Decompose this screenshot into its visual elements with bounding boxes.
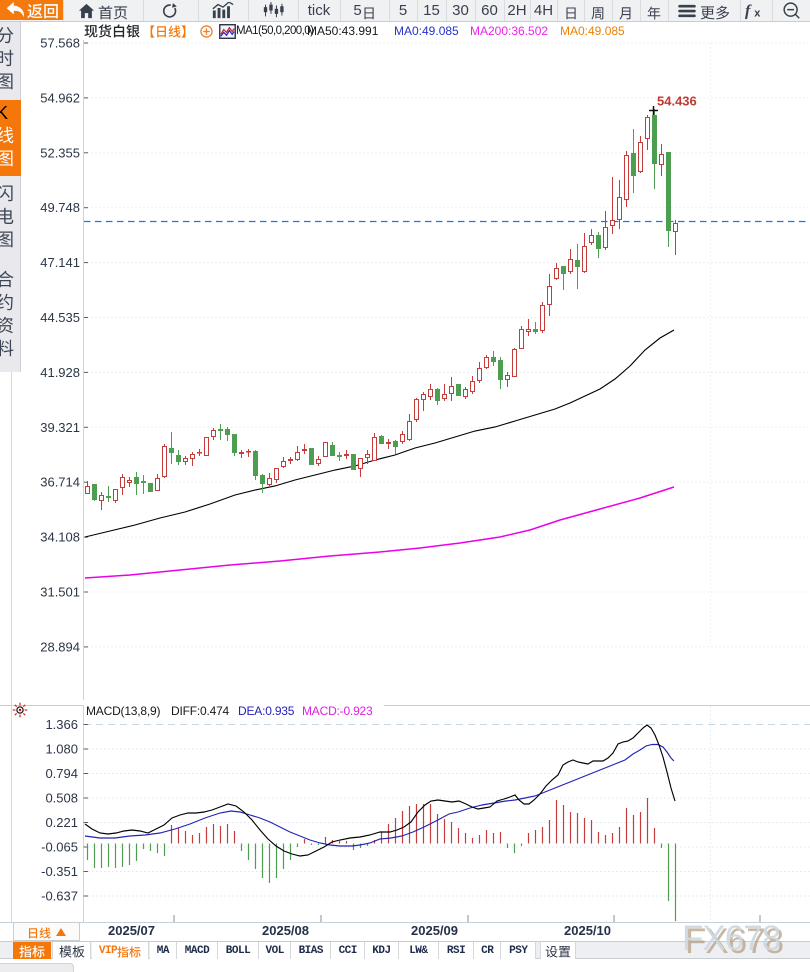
svg-text:44.535: 44.535 [40,310,80,325]
svg-text:-0.351: -0.351 [41,864,78,879]
svg-text:0.221: 0.221 [45,815,78,830]
svg-text:-0.637: -0.637 [41,889,78,904]
svg-text:FX678: FX678 [682,919,780,958]
svg-text:31.501: 31.501 [40,585,80,600]
svg-text:0.508: 0.508 [45,791,78,806]
svg-text:1.080: 1.080 [45,742,78,757]
svg-text:1.366: 1.366 [45,717,78,732]
svg-text:FX678: FX678 [685,922,783,961]
svg-text:41.928: 41.928 [40,365,80,380]
svg-text:54.962: 54.962 [40,90,80,105]
svg-text:57.568: 57.568 [40,36,80,51]
svg-text:49.748: 49.748 [40,200,80,215]
svg-text:-0.065: -0.065 [41,840,78,855]
svg-text:52.355: 52.355 [40,145,80,160]
svg-text:x: x [754,7,761,19]
svg-text:0.794: 0.794 [45,766,78,781]
svg-text:28.894: 28.894 [40,639,80,654]
svg-text:f: f [745,3,752,19]
svg-text:39.321: 39.321 [40,420,80,435]
svg-text:47.141: 47.141 [40,255,80,270]
svg-text:54.436: 54.436 [657,94,697,109]
svg-text:34.108: 34.108 [40,530,80,545]
svg-text:36.714: 36.714 [40,475,80,490]
